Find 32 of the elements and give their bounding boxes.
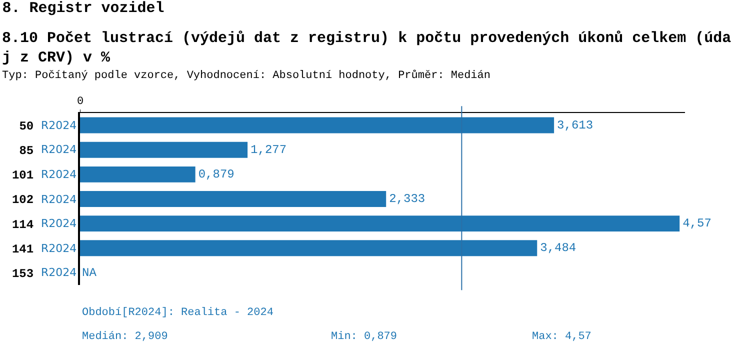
text: Období[R2024]: Realita - 2024 xyxy=(82,307,274,319)
chart-title: 8. Registr vozidel xyxy=(2,0,164,18)
text: 0 xyxy=(77,96,84,108)
bar xyxy=(80,191,386,207)
data-label: 1,277 xyxy=(250,142,287,157)
y-tick-label: 153 xyxy=(12,266,34,281)
text: R2024 xyxy=(41,193,77,206)
y-tick-label: 101 xyxy=(12,168,34,183)
series-label: R2024 xyxy=(41,119,77,132)
bar xyxy=(80,166,196,182)
chart-subtitle: 8.10 Počet lustrací (výdejů dat z registru) k počtu provedených úkonů celkem (údaj z CRV) v % xyxy=(2,30,732,66)
text: NA xyxy=(82,266,96,280)
text: R2024 xyxy=(41,242,77,255)
data-label: 4,57 xyxy=(682,216,712,231)
data-label: 3,613 xyxy=(557,118,594,132)
y-tick-label: 141 xyxy=(12,242,34,256)
bar xyxy=(80,142,248,158)
data-label: 3,484 xyxy=(540,241,576,256)
text: Min: 0,879 xyxy=(331,331,398,342)
y-tick-label: 114 xyxy=(12,218,34,232)
text: R2024 xyxy=(41,143,77,156)
data-label: 2,333 xyxy=(389,192,426,206)
text: Medián: 2,909 xyxy=(82,331,168,342)
text: Max: 4,57 xyxy=(532,331,592,342)
y-tick-label: 102 xyxy=(12,193,34,208)
text: R2024 xyxy=(41,266,77,279)
data-label: 0,879 xyxy=(198,167,234,182)
y-tick-label: 50 xyxy=(19,119,34,134)
y-tick-label: 85 xyxy=(19,144,34,158)
text: Typ: Počítaný podle vzorce, Vyhodnocení: Absolutní hodnoty, Průměr: Medián xyxy=(2,69,490,82)
text: R2024 xyxy=(41,217,77,230)
text: R2024 xyxy=(41,168,77,181)
